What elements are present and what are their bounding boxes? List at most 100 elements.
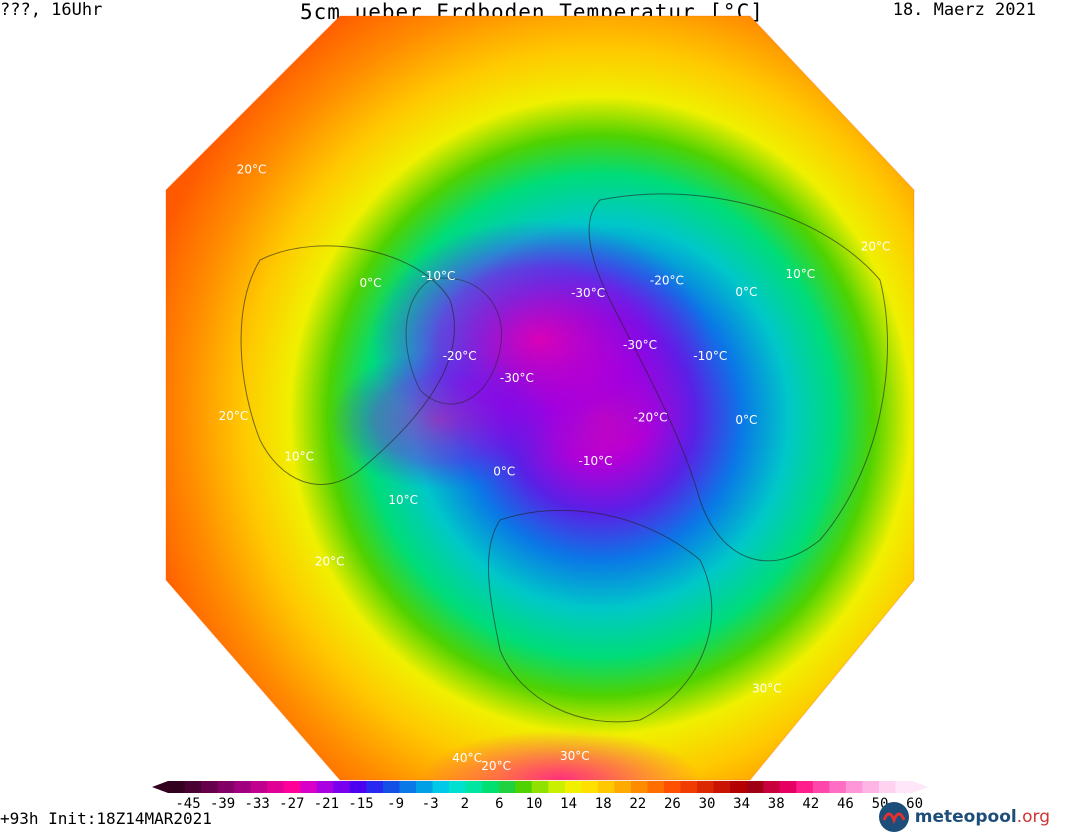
logo-tld: .org [1016, 807, 1050, 827]
isotherm-label: 40°C [452, 751, 482, 765]
colorbar-swatch [432, 781, 450, 793]
colorbar-swatch [730, 781, 748, 793]
isotherm-label: 30°C [752, 682, 782, 696]
colorbar-tick-label: 42 [802, 796, 819, 812]
colorbar-tick-label: 22 [629, 796, 646, 812]
colorbar-swatch [316, 781, 334, 793]
colorbar-swatch [664, 781, 682, 793]
isotherm-label: -20°C [634, 411, 668, 425]
colorbar-swatch [300, 781, 318, 793]
colorbar-tick-label: 30 [699, 796, 716, 812]
colorbar-tick-label: 2 [461, 796, 469, 812]
colorbar-tick-label: 60 [906, 796, 923, 812]
sahara-hotspot [420, 730, 700, 780]
colorbar-tick-label: -33 [245, 796, 270, 812]
colorbar-tick-label: 38 [768, 796, 785, 812]
isotherm-label: -30°C [623, 338, 657, 352]
colorbar: -45 -39 -33 -27 -21 -15 -9 -3 2 6 10 14 18 22 26 30 34 38… [152, 781, 928, 812]
colorbar-swatch [465, 781, 483, 793]
colorbar-left-arrow [152, 781, 168, 793]
colorbar-swatch [845, 781, 863, 793]
valid-date: 18. Maerz 2021 [892, 0, 1036, 20]
colorbar-swatch [217, 781, 235, 793]
colorbar-swatch [184, 781, 202, 793]
coastline-north-america [240, 245, 455, 485]
colorbar-swatch [581, 781, 599, 793]
isotherm-label: 0°C [360, 276, 382, 290]
isotherm-label: -10°C [693, 349, 727, 363]
meteopool-logo-icon [878, 802, 909, 832]
colorbar-swatch [482, 781, 500, 793]
colorbar-swatch [680, 781, 698, 793]
isotherm-label: -10°C [421, 269, 455, 283]
isotherm-label: 10°C [388, 493, 418, 507]
colorbar-swatch [878, 781, 896, 793]
isotherm-label: 20°C [861, 240, 891, 254]
isotherm-label: 10°C [786, 267, 816, 281]
colorbar-swatch [349, 781, 367, 793]
isotherm-label: 20°C [237, 162, 267, 176]
meteopool-logo[interactable]: meteopool.org [877, 800, 1050, 834]
colorbar-swatch [449, 781, 467, 793]
logo-brand: meteopool [914, 807, 1017, 827]
colorbar-swatch [862, 781, 880, 793]
colorbar-swatch [647, 781, 665, 793]
colorbar-swatch [548, 781, 566, 793]
colorbar-tick-label: 46 [837, 796, 854, 812]
run-label: ???, 16Uhr [0, 0, 103, 20]
isotherm-label: 10°C [284, 449, 314, 463]
coastline-greenland [405, 277, 502, 405]
colorbar-swatch [564, 781, 582, 793]
colorbar-tick-label: 6 [495, 796, 503, 812]
colorbar-tick-label: -21 [314, 796, 339, 812]
colorbar-swatch [746, 781, 764, 793]
colorbar-tick-label: 10 [526, 796, 543, 812]
colorbar-swatch [796, 781, 814, 793]
colorbar-swatch [283, 781, 301, 793]
colorbar-swatch [812, 781, 830, 793]
colorbar-tick-label: 34 [733, 796, 750, 812]
colorbar-tick-label: -39 [210, 796, 235, 812]
colorbar-swatch [498, 781, 516, 793]
colorbar-swatch [713, 781, 731, 793]
colorbar-swatch [697, 781, 715, 793]
colorbar-tick-label: -45 [175, 796, 200, 812]
isotherm-label: -20°C [650, 274, 684, 288]
colorbar-tick-label: 14 [560, 796, 577, 812]
colorbar-swatch [333, 781, 351, 793]
isotherm-label: 20°C [315, 555, 345, 569]
colorbar-tick-label: 18 [595, 796, 612, 812]
colorbar-swatch [779, 781, 797, 793]
colorbar-swatch [267, 781, 285, 793]
run-info: +93h Init:18Z14MAR2021 [0, 809, 212, 828]
isotherm-label: 30°C [560, 749, 590, 763]
coastline-europe-africa [487, 509, 713, 723]
colorbar-swatch [630, 781, 648, 793]
isotherm-label: 20°C [481, 759, 511, 773]
colorbar-swatch [416, 781, 434, 793]
isotherm-label: -30°C [571, 286, 605, 300]
coastline-asia [588, 193, 888, 562]
isotherm-label: -20°C [443, 349, 477, 363]
colorbar-swatch [597, 781, 615, 793]
colorbar-swatch [763, 781, 781, 793]
colorbar-swatch [382, 781, 400, 793]
isotherm-label: -30°C [500, 371, 534, 385]
colorbar-swatch [515, 781, 533, 793]
colorbar-right-arrow [912, 781, 928, 793]
isotherm-label: 0°C [735, 285, 757, 299]
colorbar-tick-label: 26 [664, 796, 681, 812]
isotherm-label: 0°C [493, 465, 515, 479]
colorbar-swatch [234, 781, 252, 793]
colorbar-swatch [829, 781, 847, 793]
colorbar-swatch [531, 781, 549, 793]
map-border [165, 15, 915, 781]
isotherm-labels: 20°C 20°C 20°C 20°C 20°C 10°C 10°C 10°C 0°C 0°C 0°… [219, 162, 891, 773]
colorbar-tick-label: -15 [348, 796, 373, 812]
colorbar-tick-label: -3 [422, 796, 439, 812]
colorbar-swatch [399, 781, 417, 793]
isotherm-label: 0°C [735, 413, 757, 427]
colorbar-tick-label: -27 [279, 796, 304, 812]
colorbar-swatch [168, 781, 186, 793]
